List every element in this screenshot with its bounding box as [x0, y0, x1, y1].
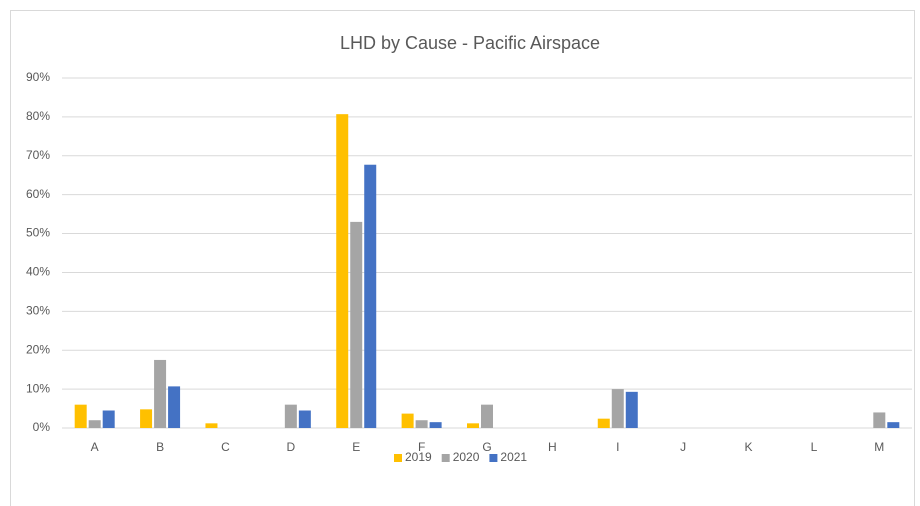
bar	[597, 418, 610, 428]
legend-swatch	[489, 454, 498, 462]
bar	[284, 404, 297, 428]
y-tick-label: 10%	[26, 381, 50, 395]
x-tick-label: G	[482, 440, 491, 454]
x-tick-label: F	[418, 440, 425, 454]
bar	[873, 412, 886, 428]
bar	[350, 221, 363, 428]
bar	[88, 420, 101, 428]
y-tick-label: 20%	[26, 342, 50, 356]
legend-label: 2020	[453, 450, 480, 464]
x-tick-label: A	[91, 440, 99, 454]
legend-label: 2019	[405, 450, 432, 464]
x-tick-label: C	[221, 440, 230, 454]
y-tick-label: 0%	[33, 420, 51, 434]
x-tick-label: M	[874, 440, 884, 454]
chart-frame	[10, 10, 915, 506]
legend-swatch	[394, 454, 402, 462]
bar	[154, 359, 167, 428]
legend-label: 2021	[500, 450, 527, 464]
y-tick-label: 60%	[26, 187, 50, 201]
bar	[481, 404, 493, 428]
bar	[467, 423, 479, 428]
bar	[140, 409, 153, 428]
bar	[102, 410, 115, 428]
x-tick-label: I	[616, 440, 619, 454]
bar	[625, 391, 638, 428]
bar	[336, 114, 349, 429]
y-tick-label: 70%	[26, 148, 50, 162]
x-tick-label: D	[287, 440, 296, 454]
bar	[168, 386, 181, 428]
bar	[429, 422, 442, 428]
y-tick-label: 90%	[26, 70, 50, 84]
legend-swatch	[441, 454, 450, 462]
chart-title: LHD by Cause - Pacific Airspace	[340, 33, 600, 53]
y-tick-label: 30%	[26, 304, 50, 318]
x-tick-label: H	[548, 440, 557, 454]
y-tick-label: 80%	[26, 109, 50, 123]
y-tick-label: 50%	[26, 226, 50, 240]
x-tick-label: J	[680, 440, 686, 454]
bar	[401, 413, 414, 428]
x-tick-label: E	[352, 440, 360, 454]
bar	[364, 164, 377, 428]
bar	[74, 404, 87, 428]
x-tick-label: B	[156, 440, 164, 454]
x-tick-label: K	[745, 440, 753, 454]
bar	[205, 423, 218, 428]
x-tick-label: L	[811, 440, 818, 454]
y-tick-label: 40%	[26, 265, 50, 279]
bar	[415, 420, 428, 428]
bar	[298, 410, 311, 428]
bar	[887, 422, 900, 428]
bar	[611, 389, 624, 428]
